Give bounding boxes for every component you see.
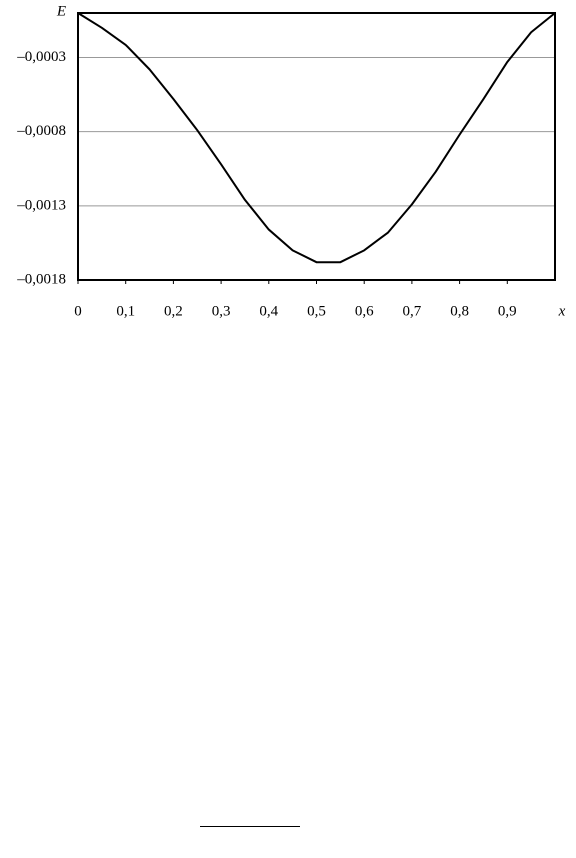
x-tick-label: 0,9: [498, 303, 517, 319]
y-tick-label: –0,0008: [16, 123, 66, 139]
x-tick-label: 0,4: [259, 303, 278, 319]
x-tick-label: 0,7: [403, 303, 422, 319]
data-line: [77, 12, 556, 264]
plot-frame: [77, 12, 556, 281]
x-axis-label: x: [558, 303, 566, 319]
y-tick-label: –0,0018: [16, 271, 66, 287]
x-tick-label: 0,5: [307, 303, 326, 319]
x-tick-label: 0,1: [116, 303, 135, 319]
x-tick-label: 0,3: [212, 303, 231, 319]
footnote-rule: [200, 826, 300, 827]
x-tick-label: 0,8: [450, 303, 469, 319]
y-tick-label: –0,0013: [16, 197, 66, 213]
x-tick-label: 0,2: [164, 303, 183, 319]
y-tick-label: –0,0003: [16, 49, 66, 65]
y-axis-label: E: [56, 3, 66, 19]
x-tick-label: 0: [74, 303, 82, 319]
x-tick-label: 0,6: [355, 303, 374, 319]
